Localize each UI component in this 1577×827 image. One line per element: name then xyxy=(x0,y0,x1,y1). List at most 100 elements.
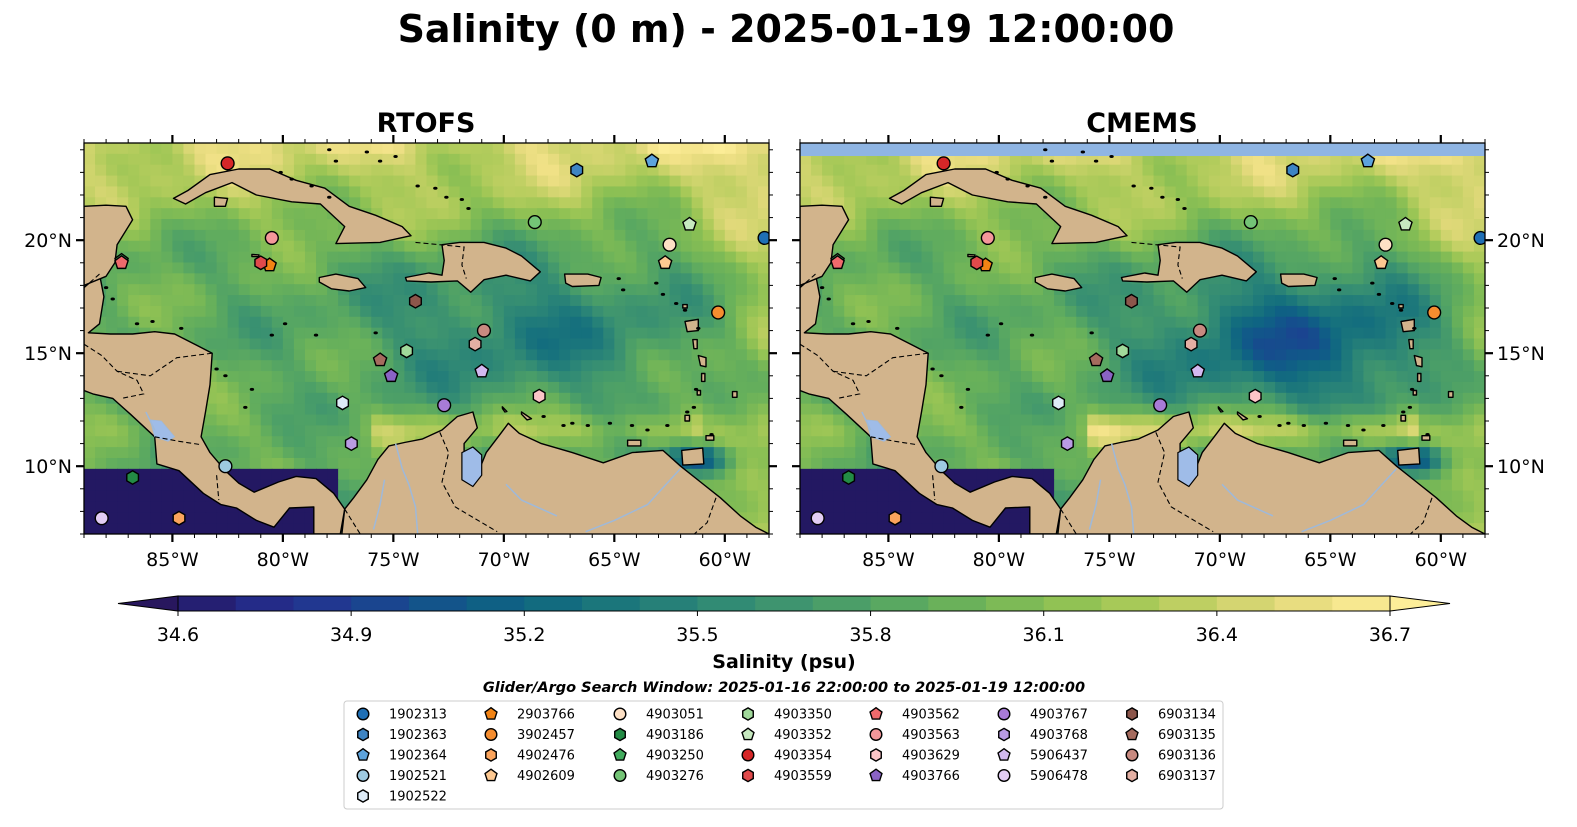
land-antigua xyxy=(1398,303,1404,309)
islet xyxy=(1323,421,1329,425)
legend-item: 4903563 xyxy=(869,728,960,743)
float-marker-3902457 xyxy=(711,305,726,320)
land-south-america xyxy=(341,411,769,534)
legend-item: 4903562 xyxy=(869,706,960,723)
islet xyxy=(282,322,288,326)
search-window-text: Glider/Argo Search Window: 2025-01-16 22… xyxy=(483,680,1085,696)
legend-item: 6903135 xyxy=(1125,727,1216,743)
legend-item: 4903350 xyxy=(742,707,832,723)
land-hispaniola xyxy=(404,241,541,293)
land-margarita xyxy=(626,439,642,447)
float-marker-4902609 xyxy=(657,255,673,270)
islet xyxy=(214,367,219,371)
islet xyxy=(1080,150,1086,154)
float-marker-1902522 xyxy=(1052,395,1066,411)
float-marker-4903276 xyxy=(1243,215,1258,230)
legend-label: 3902457 xyxy=(517,728,575,743)
islet xyxy=(1361,428,1366,432)
country-border xyxy=(870,436,918,446)
colorbar-step xyxy=(408,596,468,611)
legend-marker xyxy=(741,748,755,762)
land-st-vincent xyxy=(1412,389,1418,396)
float-marker-4903766 xyxy=(1099,368,1115,383)
legend-marker xyxy=(869,768,883,782)
float-marker-6903135 xyxy=(372,352,388,367)
islet xyxy=(570,421,575,425)
float-marker-3902457 xyxy=(1427,305,1442,320)
land-dominica xyxy=(692,338,698,350)
islet xyxy=(665,424,670,428)
land-hispaniola xyxy=(1120,241,1257,293)
country-border xyxy=(833,352,929,377)
country-border xyxy=(693,497,717,534)
legend-label: 4902609 xyxy=(517,769,575,784)
islet xyxy=(364,150,370,154)
lat-tick-label: 15°N xyxy=(24,343,72,365)
lon-tick-label: 65°W xyxy=(1304,549,1357,571)
land-guadeloupe xyxy=(684,318,699,333)
legend-label: 6903134 xyxy=(1158,708,1216,723)
colorbar-label: Salinity (psu) xyxy=(712,651,855,673)
colorbar-tick-label: 36.1 xyxy=(1023,624,1065,646)
legend-label: 1902364 xyxy=(389,749,447,764)
islet xyxy=(1407,405,1413,409)
islet xyxy=(1412,326,1417,330)
figure-title: Salinity (0 m) - 2025-01-19 12:00:00 xyxy=(398,7,1175,51)
legend-marker xyxy=(742,768,754,783)
land xyxy=(800,148,1485,534)
lon-tick-label: 85°W xyxy=(146,549,199,571)
country-border xyxy=(1131,241,1183,279)
float-marker-4903563 xyxy=(980,230,995,246)
islet xyxy=(327,195,332,199)
legend-item: 6903137 xyxy=(1126,768,1216,784)
islet xyxy=(393,155,398,159)
islet xyxy=(998,322,1004,326)
islet xyxy=(709,433,714,437)
legend-marker xyxy=(356,747,370,761)
islet xyxy=(561,424,566,428)
islet xyxy=(278,170,283,174)
islet xyxy=(1043,195,1048,199)
legend-label: 4903186 xyxy=(646,728,704,743)
legend-marker xyxy=(356,769,370,783)
islet xyxy=(673,301,679,305)
islet xyxy=(685,410,690,414)
land-yucatan xyxy=(84,204,134,287)
islet xyxy=(1093,159,1099,163)
islet xyxy=(1301,424,1307,428)
islet xyxy=(466,207,471,211)
float-marker-1902522 xyxy=(336,395,350,411)
legend-marker xyxy=(484,768,498,782)
legend-label: 4903768 xyxy=(1030,728,1088,743)
float-marker-6903137 xyxy=(468,336,482,352)
legend-marker xyxy=(484,706,498,720)
lon-tick-label: 65°W xyxy=(588,549,641,571)
lon-tick-label: 70°W xyxy=(1194,549,1247,571)
float-marker-4903350 xyxy=(1116,343,1130,359)
land-curacao xyxy=(1236,411,1249,421)
river xyxy=(372,479,386,530)
land-grand-cayman xyxy=(967,253,976,258)
colorbar-tick-label: 36.4 xyxy=(1196,624,1238,646)
land-grenada xyxy=(1400,414,1407,422)
float-marker-4903186 xyxy=(126,469,140,486)
colorbar-step xyxy=(1043,596,1102,611)
float-marker-4903766 xyxy=(383,368,399,383)
map-ticks: 85°W 80°W 75°W 70°W 65°W 60°W 10°N 15°N 20°N xyxy=(792,135,1545,571)
country-border xyxy=(1060,508,1077,534)
land-aruba xyxy=(1217,406,1224,413)
colorbar-step xyxy=(1101,596,1160,611)
legend-label: 4903350 xyxy=(774,708,832,723)
islet xyxy=(1175,198,1181,202)
legend-item: 1902364 xyxy=(356,747,447,764)
land-martinique xyxy=(1413,354,1423,368)
islet xyxy=(1381,424,1386,428)
islet xyxy=(1336,288,1342,292)
lon-tick-label: 85°W xyxy=(862,549,915,571)
river xyxy=(1221,483,1274,517)
legend-item: 5906478 xyxy=(997,769,1088,784)
country-border xyxy=(84,343,145,399)
country-border xyxy=(84,273,100,289)
legend-label: 4903276 xyxy=(646,769,704,784)
